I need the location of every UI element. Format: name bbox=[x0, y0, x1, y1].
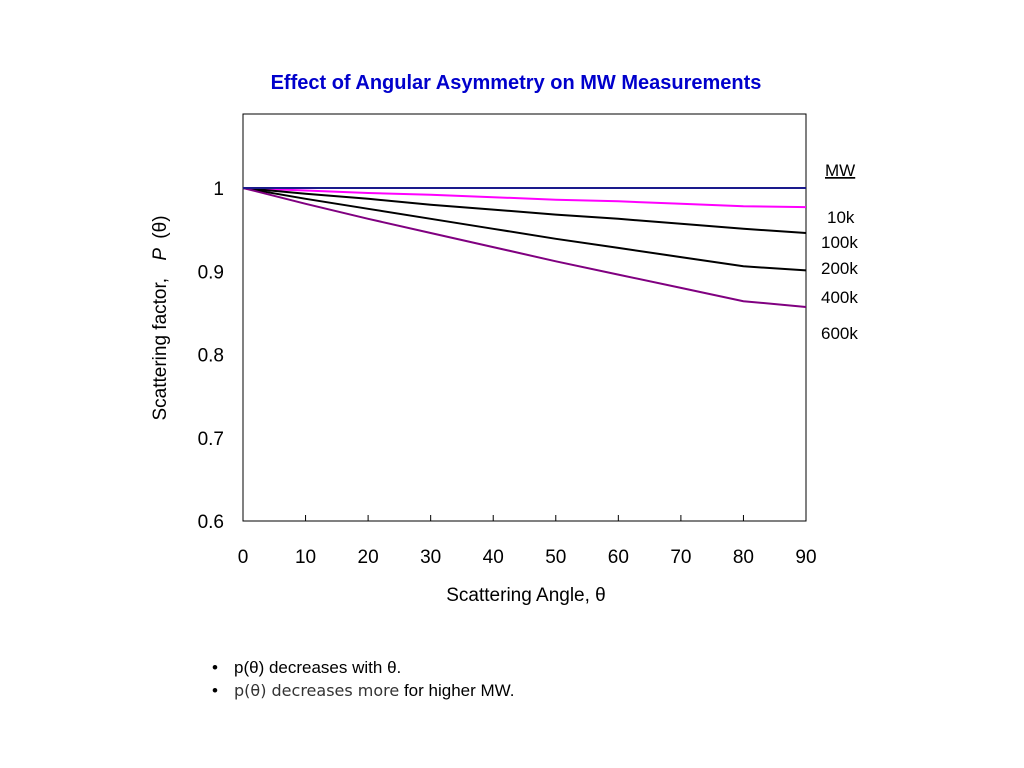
y-axis-ticks: 0.6 0.7 0.8 0.9 1 bbox=[198, 179, 224, 533]
legend-title: MW bbox=[825, 161, 855, 180]
legend-label: 600k bbox=[821, 324, 858, 343]
y-axis-label-symbol: P bbox=[150, 248, 171, 261]
x-tick-label: 70 bbox=[670, 547, 691, 568]
x-tick-label: 90 bbox=[795, 547, 816, 568]
x-tick-label: 10 bbox=[295, 547, 316, 568]
x-tick-label: 60 bbox=[608, 547, 629, 568]
x-tick-label: 40 bbox=[483, 547, 504, 568]
series-line-400k bbox=[242, 187, 807, 272]
y-tick-label: 0.9 bbox=[198, 262, 224, 283]
legend: 10k 100k 200k 400k 600k bbox=[821, 208, 858, 343]
x-tick-label: 50 bbox=[545, 547, 566, 568]
chart-title: Effect of Angular Asymmetry on MW Measur… bbox=[271, 72, 762, 94]
series-line-200k bbox=[242, 187, 807, 234]
y-tick-label: 0.6 bbox=[198, 512, 224, 533]
bullet-marker: • bbox=[212, 681, 218, 700]
y-tick-label: 0.7 bbox=[198, 429, 224, 450]
legend-label: 400k bbox=[821, 288, 858, 307]
bullet-item-2: • p(θ) decreases more for higher MW. bbox=[212, 679, 515, 702]
legend-label: 100k bbox=[821, 233, 858, 252]
legend-label: 10k bbox=[827, 208, 855, 227]
series-line-100k bbox=[242, 187, 807, 209]
bullet-marker: • bbox=[212, 658, 218, 677]
series-lines bbox=[242, 187, 807, 308]
y-tick-label: 1 bbox=[213, 179, 224, 200]
x-tick-label: 20 bbox=[358, 547, 379, 568]
bullet-list: • p(θ) decreases with θ. • p(θ) decrease… bbox=[212, 656, 515, 702]
x-tick-label: 0 bbox=[238, 547, 249, 568]
bullet-text-2a: p(θ) decreases more bbox=[234, 681, 400, 700]
legend-label: 200k bbox=[821, 259, 858, 278]
x-tick-label: 30 bbox=[420, 547, 441, 568]
x-tick-label: 80 bbox=[733, 547, 754, 568]
bullet-item-1: • p(θ) decreases with θ. bbox=[212, 656, 515, 679]
y-axis-label: Scattering factor, P (θ) bbox=[150, 215, 171, 420]
chart: Effect of Angular Asymmetry on MW Measur… bbox=[150, 72, 858, 606]
y-tick-label: 0.8 bbox=[198, 346, 224, 367]
x-axis-ticks: 0 10 20 30 40 50 60 70 80 90 bbox=[238, 515, 817, 568]
y-axis-label-arg: (θ) bbox=[150, 215, 171, 238]
y-axis-label-text: Scattering factor, bbox=[150, 278, 171, 421]
bullet-text-2b: for higher MW. bbox=[399, 681, 515, 700]
plot-area bbox=[242, 113, 807, 522]
bullet-text-1: p(θ) decreases with θ. bbox=[234, 658, 402, 677]
x-axis-label: Scattering Angle, θ bbox=[446, 585, 606, 606]
series-line-600k bbox=[242, 187, 807, 308]
